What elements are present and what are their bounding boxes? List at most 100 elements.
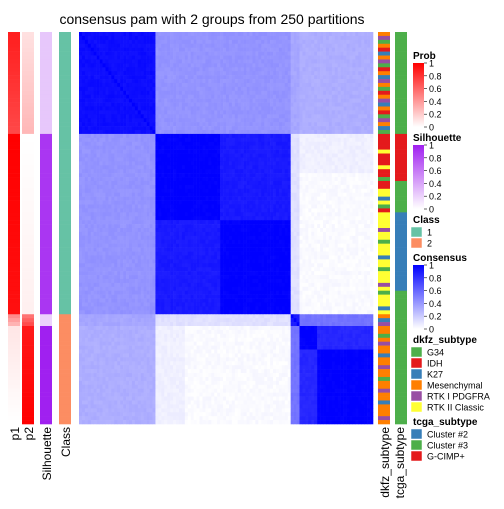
- consensus-cell: [102, 35, 106, 41]
- consensus-cell: [267, 51, 271, 56]
- consensus-cell: [284, 39, 289, 45]
- consensus-cell: [246, 157, 250, 162]
- consensus-cell: [84, 63, 89, 68]
- p2-cell: [22, 216, 34, 221]
- consensus-cell: [296, 188, 300, 194]
- consensus-cell: [228, 67, 233, 72]
- consensus-cell: [364, 39, 368, 45]
- consensus-cell: [143, 161, 147, 166]
- consensus-cell: [243, 39, 247, 45]
- consensus-cell: [93, 130, 97, 135]
- consensus-cell: [234, 149, 239, 154]
- consensus-cell: [120, 63, 124, 68]
- silhouette-cell: [40, 212, 52, 217]
- consensus-cell: [108, 141, 112, 146]
- consensus-cell: [181, 196, 186, 201]
- consensus-cell: [105, 63, 109, 68]
- consensus-cell: [161, 149, 165, 154]
- consensus-cell: [140, 133, 144, 139]
- consensus-cell: [196, 126, 200, 131]
- consensus-cell: [158, 32, 162, 37]
- consensus-cell: [273, 55, 277, 60]
- consensus-cell: [208, 137, 212, 143]
- consensus-cell: [178, 106, 183, 111]
- consensus-cell: [96, 169, 100, 174]
- consensus-cell: [317, 118, 321, 123]
- consensus-cell: [334, 153, 339, 158]
- consensus-cell: [170, 51, 174, 56]
- consensus-matrix: [79, 32, 374, 425]
- consensus-cell: [237, 75, 241, 80]
- consensus-cell: [252, 114, 256, 119]
- consensus-cell: [184, 204, 189, 209]
- class-cell: [59, 388, 71, 393]
- consensus-cell: [237, 180, 241, 186]
- consensus-cell: [84, 32, 89, 37]
- consensus-cell: [264, 94, 268, 99]
- consensus-cell: [199, 137, 203, 143]
- consensus-cell: [108, 188, 112, 194]
- consensus-cell: [325, 114, 330, 119]
- consensus-cell: [81, 130, 86, 135]
- consensus-cell: [199, 82, 203, 88]
- consensus-cell: [193, 133, 197, 139]
- silhouette-cell: [40, 35, 52, 41]
- consensus-cell: [187, 32, 192, 37]
- consensus-cell: [349, 184, 353, 190]
- consensus-cell: [240, 55, 244, 60]
- consensus-cell: [284, 145, 289, 150]
- consensus-cell: [128, 86, 133, 92]
- consensus-cell: [281, 114, 286, 119]
- consensus-cell: [223, 47, 227, 52]
- consensus-cell: [214, 184, 218, 190]
- consensus-cell: [176, 39, 180, 45]
- silhouette-cell: [40, 420, 52, 425]
- silhouette-cell: [40, 282, 52, 288]
- consensus-cell: [267, 43, 271, 48]
- consensus-cell: [158, 106, 162, 111]
- consensus-cell: [96, 71, 100, 76]
- consensus-cell: [370, 177, 374, 182]
- consensus-cell: [211, 43, 215, 48]
- consensus-cell: [281, 192, 286, 197]
- consensus-cell: [108, 32, 112, 37]
- consensus-cell: [137, 114, 142, 119]
- silhouette-cell: [40, 416, 52, 421]
- consensus-cell: [296, 79, 300, 84]
- consensus-cell: [228, 208, 233, 213]
- consensus-cell: [99, 204, 103, 209]
- consensus-cell: [187, 59, 192, 64]
- consensus-cell: [120, 126, 124, 131]
- p1-cell: [8, 165, 20, 170]
- consensus-cell: [131, 173, 136, 178]
- consensus-cell: [173, 67, 177, 72]
- consensus-cell: [287, 137, 291, 143]
- consensus-cell: [202, 32, 206, 37]
- consensus-cell: [343, 188, 347, 194]
- consensus-cell: [181, 184, 186, 190]
- consensus-cell: [226, 118, 230, 123]
- consensus-cell: [137, 51, 142, 56]
- consensus-cell: [193, 43, 197, 48]
- consensus-cell: [258, 122, 262, 127]
- consensus-cell: [164, 75, 168, 80]
- consensus-cell: [90, 180, 94, 186]
- consensus-cell: [117, 153, 121, 158]
- consensus-cell: [264, 51, 268, 56]
- consensus-cell: [287, 102, 291, 107]
- consensus-cell: [255, 102, 259, 107]
- consensus-cell: [234, 35, 239, 41]
- consensus-cell: [264, 114, 268, 119]
- consensus-cell: [290, 55, 294, 60]
- consensus-cell: [331, 98, 336, 103]
- consensus-cell: [181, 177, 186, 182]
- consensus-cell: [296, 98, 300, 103]
- consensus-cell: [249, 157, 253, 162]
- consensus-cell: [370, 145, 374, 150]
- consensus-cell: [267, 180, 271, 186]
- consensus-cell: [155, 145, 159, 150]
- consensus-cell: [231, 157, 236, 162]
- consensus-cell: [237, 39, 241, 45]
- consensus-cell: [137, 133, 142, 139]
- consensus-cell: [205, 161, 209, 166]
